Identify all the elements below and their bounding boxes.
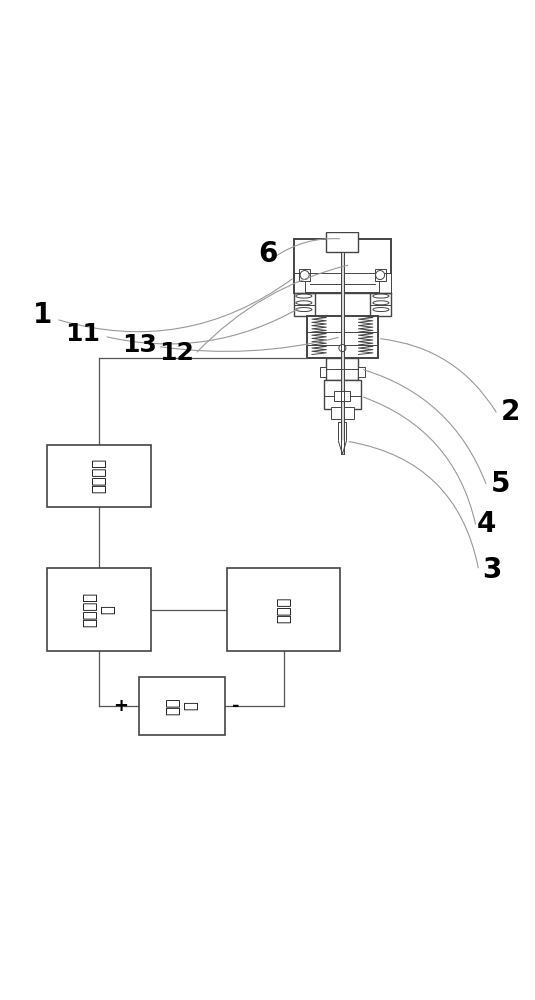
Bar (227, 568, 340, 651)
Bar (326, 358, 358, 380)
Text: 5: 5 (491, 470, 510, 498)
Ellipse shape (296, 308, 312, 312)
Text: +: + (113, 697, 128, 715)
Ellipse shape (373, 308, 389, 312)
Circle shape (339, 345, 346, 352)
Bar (320, 367, 326, 377)
Text: 6: 6 (258, 240, 277, 268)
Bar (294, 239, 391, 293)
Text: 4: 4 (477, 510, 496, 538)
Bar (324, 380, 361, 409)
Circle shape (376, 271, 385, 280)
Bar (139, 677, 225, 735)
Circle shape (300, 271, 309, 280)
Bar (47, 568, 151, 651)
Text: 控制单元: 控制单元 (91, 458, 106, 493)
Text: 3: 3 (483, 556, 502, 584)
Bar (47, 445, 151, 507)
Bar (379, 273, 391, 293)
Bar (374, 269, 386, 281)
Text: 电磁铁: 电磁铁 (276, 597, 291, 623)
Bar (326, 232, 358, 252)
Bar (358, 367, 365, 377)
Text: 12: 12 (159, 341, 194, 365)
Bar (334, 391, 350, 401)
Text: 1: 1 (33, 301, 52, 329)
Text: 13: 13 (121, 333, 157, 357)
Ellipse shape (373, 294, 389, 298)
Bar (307, 316, 378, 358)
Bar (339, 422, 347, 441)
Bar (341, 252, 344, 454)
Bar (370, 293, 391, 316)
Text: 电流调节
器: 电流调节 器 (83, 592, 115, 627)
Polygon shape (339, 441, 347, 454)
Bar (294, 293, 315, 316)
Text: 蓄电
池: 蓄电 池 (166, 697, 198, 715)
Ellipse shape (296, 294, 312, 298)
Bar (294, 273, 305, 293)
Text: -: - (232, 697, 239, 715)
Ellipse shape (296, 301, 312, 305)
Bar (299, 269, 310, 281)
Text: 2: 2 (501, 398, 521, 426)
Bar (331, 407, 354, 419)
Ellipse shape (373, 301, 389, 305)
Text: 11: 11 (65, 322, 101, 346)
